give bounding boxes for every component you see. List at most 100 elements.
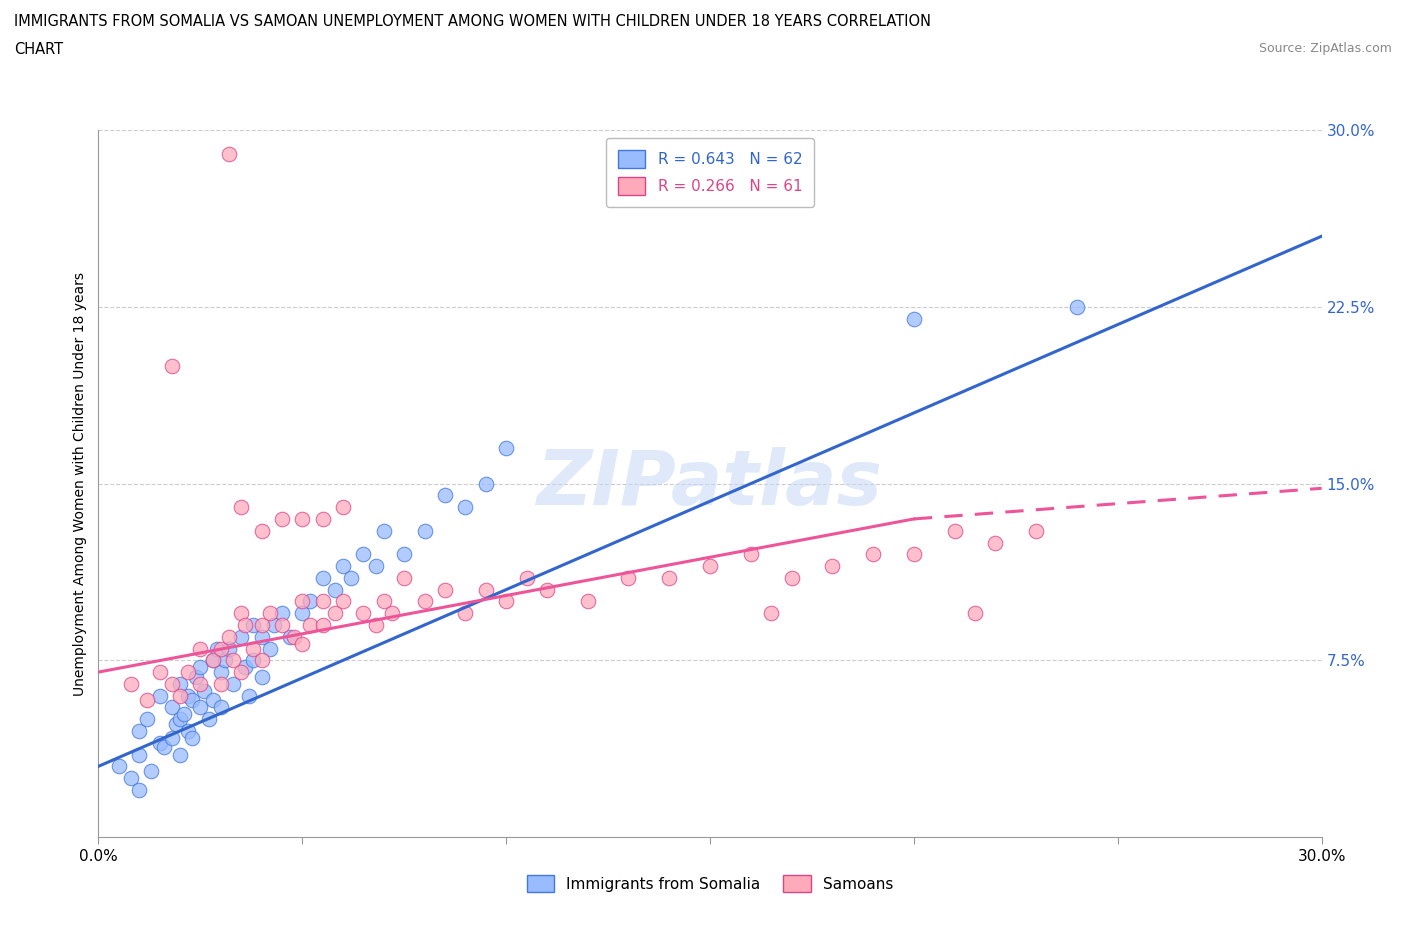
Point (231, 630, 253, 644)
Point (136, 693, 159, 708)
Point (270, 605, 294, 620)
Point (1066, 299, 1088, 314)
Point (291, 636, 314, 651)
Point (209, 700, 232, 715)
Point (136, 711, 159, 726)
Legend: Immigrants from Somalia, Samoans: Immigrants from Somalia, Samoans (519, 867, 901, 900)
Point (780, 570, 803, 585)
Point (312, 570, 335, 585)
Point (270, 512, 294, 526)
Point (209, 641, 232, 656)
Point (188, 676, 212, 691)
Point (169, 676, 191, 691)
Point (197, 711, 219, 726)
Point (392, 547, 416, 562)
Point (283, 630, 305, 644)
Point (160, 676, 183, 691)
Text: IMMIGRANTS FROM SOMALIA VS SAMOAN UNEMPLOYMENT AMONG WOMEN WITH CHILDREN UNDER 1: IMMIGRANTS FROM SOMALIA VS SAMOAN UNEMPL… (14, 14, 931, 29)
Point (495, 441, 517, 456)
Point (218, 630, 240, 644)
Point (169, 688, 191, 703)
Point (160, 358, 183, 373)
Point (984, 535, 1007, 550)
Point (209, 665, 232, 680)
Point (658, 570, 681, 585)
Point (222, 653, 245, 668)
Point (169, 711, 191, 726)
Point (699, 559, 721, 574)
Point (193, 684, 215, 698)
Point (231, 499, 253, 514)
Point (291, 594, 314, 609)
Point (169, 747, 191, 762)
Point (160, 731, 183, 746)
Point (263, 618, 285, 632)
Point (381, 605, 404, 620)
Point (152, 740, 174, 755)
Point (181, 731, 204, 746)
Point (761, 605, 783, 620)
Point (323, 582, 346, 597)
Point (312, 594, 335, 609)
Point (188, 660, 212, 675)
Point (209, 676, 232, 691)
Point (474, 476, 498, 491)
Point (181, 693, 204, 708)
Point (299, 618, 322, 632)
Point (903, 312, 925, 326)
Point (128, 747, 150, 762)
Point (495, 594, 517, 609)
Point (740, 547, 762, 562)
Point (332, 559, 354, 574)
Point (434, 488, 457, 503)
Point (141, 764, 163, 778)
Point (242, 653, 264, 668)
Point (242, 618, 264, 632)
Point (373, 524, 395, 538)
Point (250, 653, 273, 668)
Point (364, 618, 387, 632)
Point (173, 707, 195, 722)
Point (149, 688, 172, 703)
Point (128, 724, 150, 738)
Point (177, 688, 200, 703)
Point (218, 146, 240, 161)
Point (231, 605, 253, 620)
Point (413, 594, 436, 609)
Point (364, 559, 387, 574)
Point (576, 594, 599, 609)
Point (218, 641, 240, 656)
Point (373, 594, 395, 609)
Point (120, 676, 142, 691)
Text: ZIPatlas: ZIPatlas (537, 446, 883, 521)
Point (903, 547, 925, 562)
Point (250, 524, 273, 538)
Point (332, 594, 354, 609)
Point (238, 688, 260, 703)
Point (205, 641, 228, 656)
Point (434, 582, 457, 597)
Point (352, 547, 374, 562)
Point (233, 660, 256, 675)
Point (454, 605, 477, 620)
Point (128, 782, 150, 797)
Point (862, 547, 884, 562)
Point (160, 700, 183, 715)
Point (392, 570, 416, 585)
Point (120, 771, 142, 786)
Point (222, 676, 245, 691)
Point (149, 736, 172, 751)
Point (312, 618, 335, 632)
Point (214, 653, 236, 668)
Point (332, 499, 354, 514)
Point (242, 641, 264, 656)
Text: CHART: CHART (14, 42, 63, 57)
Point (231, 665, 253, 680)
Point (617, 570, 640, 585)
Point (270, 618, 294, 632)
Point (259, 641, 281, 656)
Point (413, 524, 436, 538)
Point (291, 605, 314, 620)
Point (201, 693, 224, 708)
Point (291, 512, 314, 526)
